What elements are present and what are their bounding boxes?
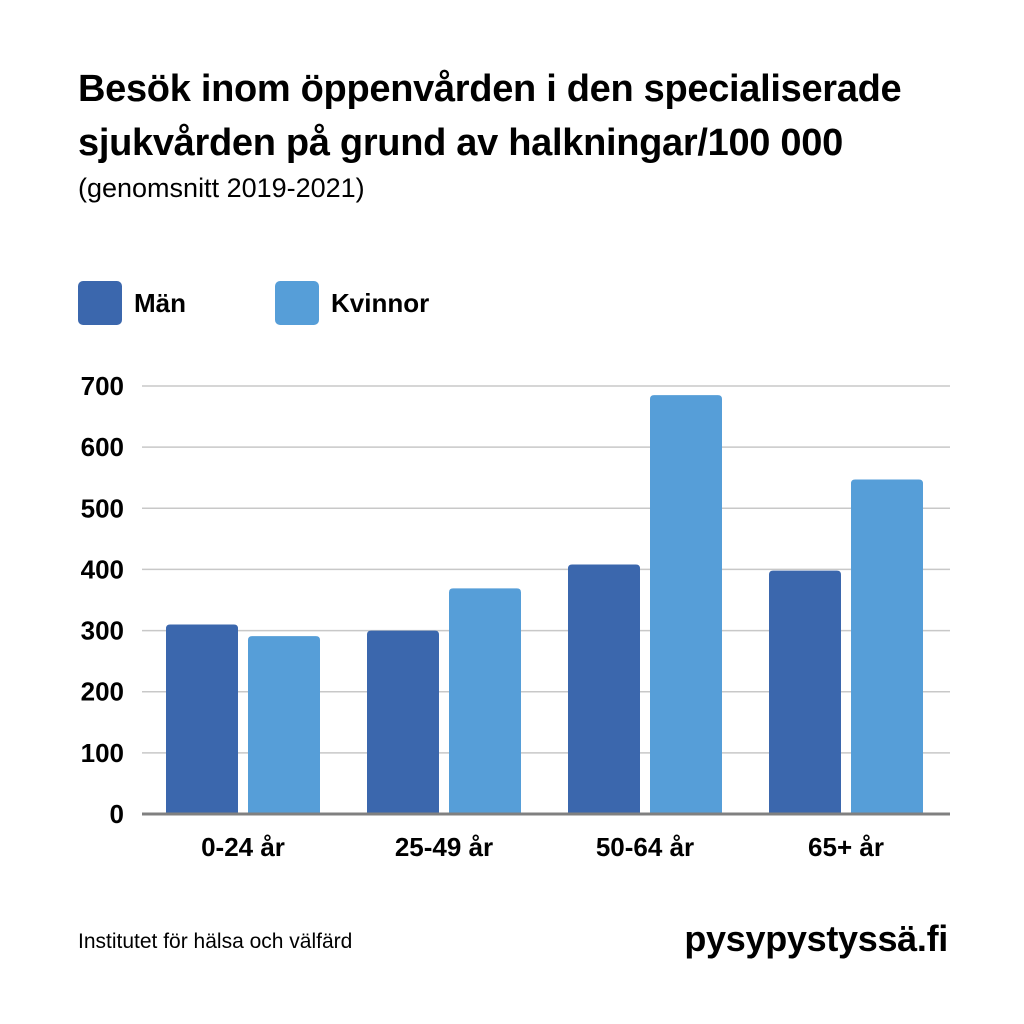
y-tick-label-0: 0 (110, 799, 124, 829)
source-credit: Institutet för hälsa och välfärd (78, 930, 353, 953)
x-tick-label-3: 65+ år (808, 832, 884, 862)
y-tick-label-200: 200 (81, 677, 124, 707)
chart-title-line-2: sjukvården på grund av halkningar/100 00… (78, 122, 843, 164)
chart-title-line-1: Besök inom öppenvården i den specialiser… (78, 68, 902, 110)
legend-swatch-man (78, 281, 122, 325)
y-tick-label-400: 400 (81, 554, 124, 584)
bar-man-2 (568, 564, 640, 814)
bar-kvinnor-2 (650, 395, 722, 814)
bar-kvinnor-0 (248, 636, 320, 814)
y-tick-label-700: 700 (81, 371, 124, 401)
x-tick-label-0: 0-24 år (201, 832, 285, 862)
bar-kvinnor-1 (449, 588, 521, 814)
bar-man-1 (367, 630, 439, 814)
x-tick-label-1: 25-49 år (395, 832, 493, 862)
chart-title: Besök inom öppenvården i den specialiser… (78, 62, 978, 170)
brand-logo-text: pysypystyssä.fi (684, 918, 948, 959)
y-tick-label-300: 300 (81, 616, 124, 646)
legend-item-kvinnor: Kvinnor (275, 280, 429, 326)
legend-label-man: Män (134, 287, 186, 318)
y-tick-label-500: 500 (81, 493, 124, 523)
legend-swatch-kvinnor (275, 281, 319, 325)
bar-kvinnor-3 (851, 479, 923, 814)
y-tick-label-100: 100 (81, 738, 124, 768)
bar-man-3 (769, 570, 841, 814)
chart-legend: Män Kvinnor (78, 280, 678, 326)
legend-item-man: Män (78, 280, 186, 326)
x-tick-label-2: 50-64 år (596, 832, 694, 862)
legend-label-kvinnor: Kvinnor (331, 287, 430, 318)
chart-subtitle: (genomsnitt 2019-2021) (78, 173, 365, 203)
y-tick-label-600: 600 (81, 432, 124, 462)
bar-man-0 (166, 624, 238, 814)
